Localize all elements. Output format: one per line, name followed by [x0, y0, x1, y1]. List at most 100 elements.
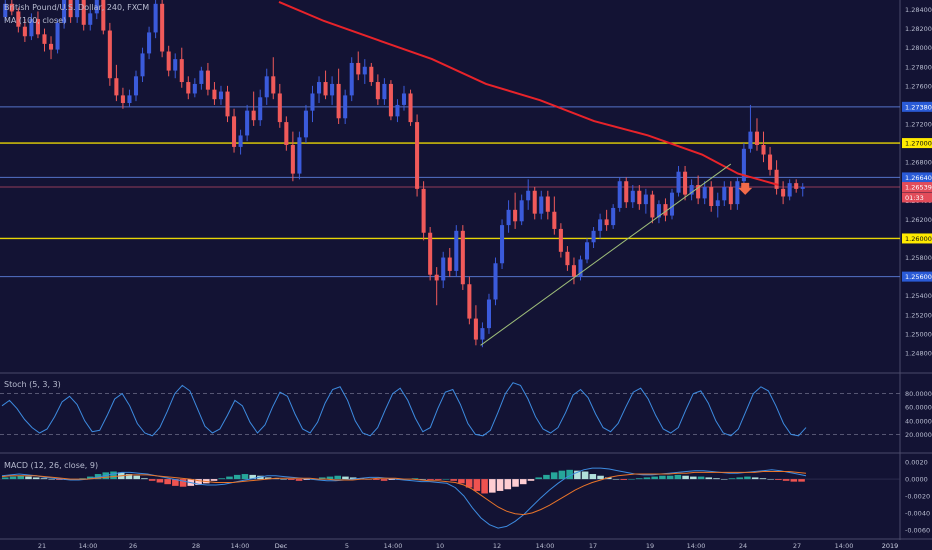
candle-body — [689, 185, 694, 195]
macd-histogram-bar — [295, 479, 303, 481]
candle-body — [140, 53, 145, 77]
macd-histogram-bar — [736, 477, 743, 480]
macd-histogram-bar — [87, 476, 94, 480]
macd-histogram-bar — [496, 479, 504, 491]
candle-body — [42, 34, 47, 44]
candle-body — [160, 3, 165, 52]
macd-histogram-bar — [597, 475, 604, 480]
candle-body — [316, 82, 322, 94]
candle-body — [768, 154, 773, 170]
candle-body — [3, 3, 8, 18]
candle-body — [794, 183, 799, 189]
macd-histogram-bar — [519, 479, 527, 485]
macd-histogram-bar — [264, 477, 272, 480]
candle-body — [506, 209, 511, 226]
candle-body — [415, 122, 420, 189]
candle-body — [271, 76, 276, 94]
candle-body — [656, 204, 661, 218]
macd-histogram-bar — [179, 479, 187, 487]
candle-body — [88, 13, 93, 25]
macd-histogram-bar — [759, 478, 767, 480]
x-tick-label: 27 — [793, 542, 801, 550]
macd-histogram-bar — [334, 475, 341, 480]
candle-body — [356, 62, 361, 75]
candle-body — [212, 89, 217, 100]
trend-line — [480, 163, 732, 346]
candle-body — [48, 43, 54, 50]
candle-body — [624, 181, 629, 203]
macd-histogram-bar — [172, 479, 179, 486]
candle-body — [617, 181, 622, 208]
x-tick-label: 2019 — [882, 542, 899, 550]
candle-body — [513, 209, 518, 222]
y-tick-label: 1.25400 — [905, 292, 932, 300]
candle-body — [702, 186, 707, 199]
macd-histogram-bar — [2, 477, 9, 480]
candle-body — [218, 91, 224, 100]
macd-histogram-bar — [674, 474, 682, 480]
candle-body — [133, 76, 139, 96]
candle-body — [715, 200, 720, 207]
candle-body — [330, 83, 335, 96]
macd-histogram-bar — [442, 479, 450, 480]
macd-histogram-bar — [504, 479, 512, 490]
macd-histogram-bar — [782, 479, 790, 481]
macd-histogram-bar — [535, 477, 542, 480]
candle-body — [166, 51, 171, 71]
macd-histogram-bar — [682, 475, 689, 480]
macd-histogram-bar — [659, 475, 666, 480]
candle-body — [290, 144, 295, 174]
candle-body — [441, 257, 446, 281]
y-tick-label: 1.26800 — [905, 159, 932, 167]
macd-histogram-bar — [512, 479, 519, 487]
y-tick-label: 1.24800 — [905, 349, 932, 357]
candle-body — [16, 11, 21, 27]
candle-body — [454, 230, 459, 271]
candle-body — [486, 299, 492, 329]
candle-body — [519, 200, 524, 222]
candle-body — [578, 259, 583, 277]
candle-body — [434, 274, 439, 281]
x-tick-label: 14:00 — [384, 542, 403, 550]
candle-body — [630, 190, 635, 203]
macd-y-tick: 0.0000 — [905, 476, 928, 484]
macd-histogram-bar — [720, 479, 728, 480]
candle-body — [447, 257, 452, 271]
candle-body — [565, 251, 570, 266]
macd-histogram-bar — [40, 478, 48, 480]
y-tick-label: 1.28000 — [905, 44, 932, 52]
macd-histogram-bar — [249, 474, 256, 480]
candle-body — [75, 0, 80, 18]
candle-body — [349, 62, 354, 96]
macd-histogram-bar — [280, 479, 287, 480]
down-arrow-icon — [738, 182, 753, 195]
macd-histogram-bar — [241, 474, 249, 480]
price-tag — [902, 271, 932, 282]
candle-body — [532, 190, 537, 214]
price-tag — [902, 192, 932, 203]
macd-histogram-bar — [342, 476, 349, 480]
macd-y-tick: -0.0060 — [905, 526, 930, 534]
candle-body — [421, 188, 426, 233]
x-tick-label: Dec — [275, 542, 288, 550]
macd-histogram-bar — [581, 471, 589, 480]
macd-histogram-bar — [574, 470, 581, 480]
candle-body — [761, 144, 766, 155]
y-tick-label: 1.27200 — [905, 121, 932, 129]
macd-histogram-bar — [148, 479, 156, 481]
macd-histogram-bar — [481, 479, 488, 494]
candle-body — [186, 82, 191, 94]
macd-histogram-bar — [605, 477, 612, 480]
candle-body — [343, 95, 348, 119]
x-tick-label: 14:00 — [536, 542, 555, 550]
candle-body — [369, 66, 374, 83]
y-tick-label: 1.27800 — [905, 63, 932, 71]
macd-histogram-bar — [651, 476, 658, 480]
price-tag — [902, 101, 932, 112]
candle-body — [382, 83, 387, 100]
price-tag — [902, 172, 932, 183]
candle-body — [539, 196, 544, 214]
macd-histogram-bar — [775, 479, 782, 480]
macd-histogram-bar — [326, 476, 334, 480]
